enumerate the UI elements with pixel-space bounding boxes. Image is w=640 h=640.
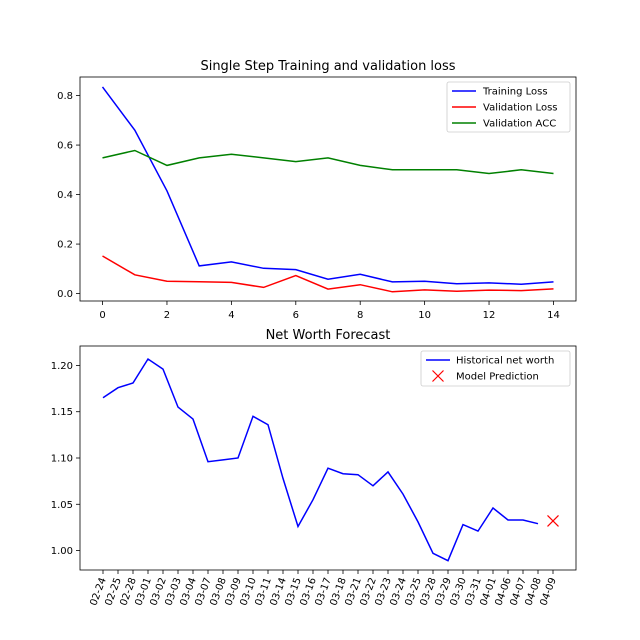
x-tick-label: 10 [418, 310, 431, 321]
prediction-marker [547, 515, 559, 527]
y-tick-label: 0.8 [57, 91, 73, 102]
net-worth-chart-series [102, 357, 559, 562]
x-tick-label: 14 [547, 310, 560, 321]
x-tick-label: 8 [357, 310, 363, 321]
net-worth-chart-frame [79, 345, 577, 571]
x-tick-label: 12 [483, 310, 496, 321]
series-validation-loss-line [102, 255, 554, 293]
legend-label-training-loss: Training Loss [482, 87, 548, 98]
y-tick-label: 0.4 [57, 190, 73, 201]
loss-chart-legend: Training Loss Validation Loss Validation A… [446, 81, 571, 133]
legend-box [420, 350, 571, 387]
y-tick-label: 1.20 [51, 361, 73, 372]
x-tick-label: 2 [164, 310, 170, 321]
legend-swatch-model-prediction [432, 370, 444, 382]
y-tick-label: 1.00 [51, 546, 73, 557]
y-tick-label: 1.10 [51, 454, 73, 465]
series-validation-acc-line [102, 149, 554, 175]
legend-label-model-prediction: Model Prediction [456, 372, 539, 383]
y-tick-label: 1.15 [51, 407, 73, 418]
y-tick-label: 1.05 [51, 500, 73, 511]
net-worth-chart-title: Net Worth Forecast [266, 328, 391, 343]
y-tick-label: 0.2 [57, 240, 73, 251]
series-training-loss-line [101, 86, 554, 285]
loss-chart-frame [79, 76, 577, 302]
loss-chart-ticks: 0 2 4 6 8 10 12 14 0.0 0.2 0.4 0.6 0.8 [57, 91, 560, 321]
net-worth-chart-legend: Historical net worth Model Prediction [420, 350, 571, 387]
series-historical-net-worth-line [102, 357, 539, 562]
loss-chart-series [101, 86, 554, 293]
loss-chart: Single Step Training and validation loss… [57, 59, 577, 321]
loss-chart-title: Single Step Training and validation loss [200, 59, 455, 74]
x-tick-label: 0 [99, 310, 105, 321]
legend-label-historical-net-worth: Historical net worth [456, 356, 554, 367]
legend-box [446, 81, 571, 133]
x-tick-label: 4 [228, 310, 234, 321]
y-tick-label: 0.6 [57, 141, 73, 152]
x-tick-label: 6 [293, 310, 299, 321]
legend-label-validation-loss: Validation Loss [483, 103, 558, 114]
y-tick-label: 0.0 [57, 289, 73, 300]
legend-label-validation-acc: Validation ACC [483, 119, 556, 130]
